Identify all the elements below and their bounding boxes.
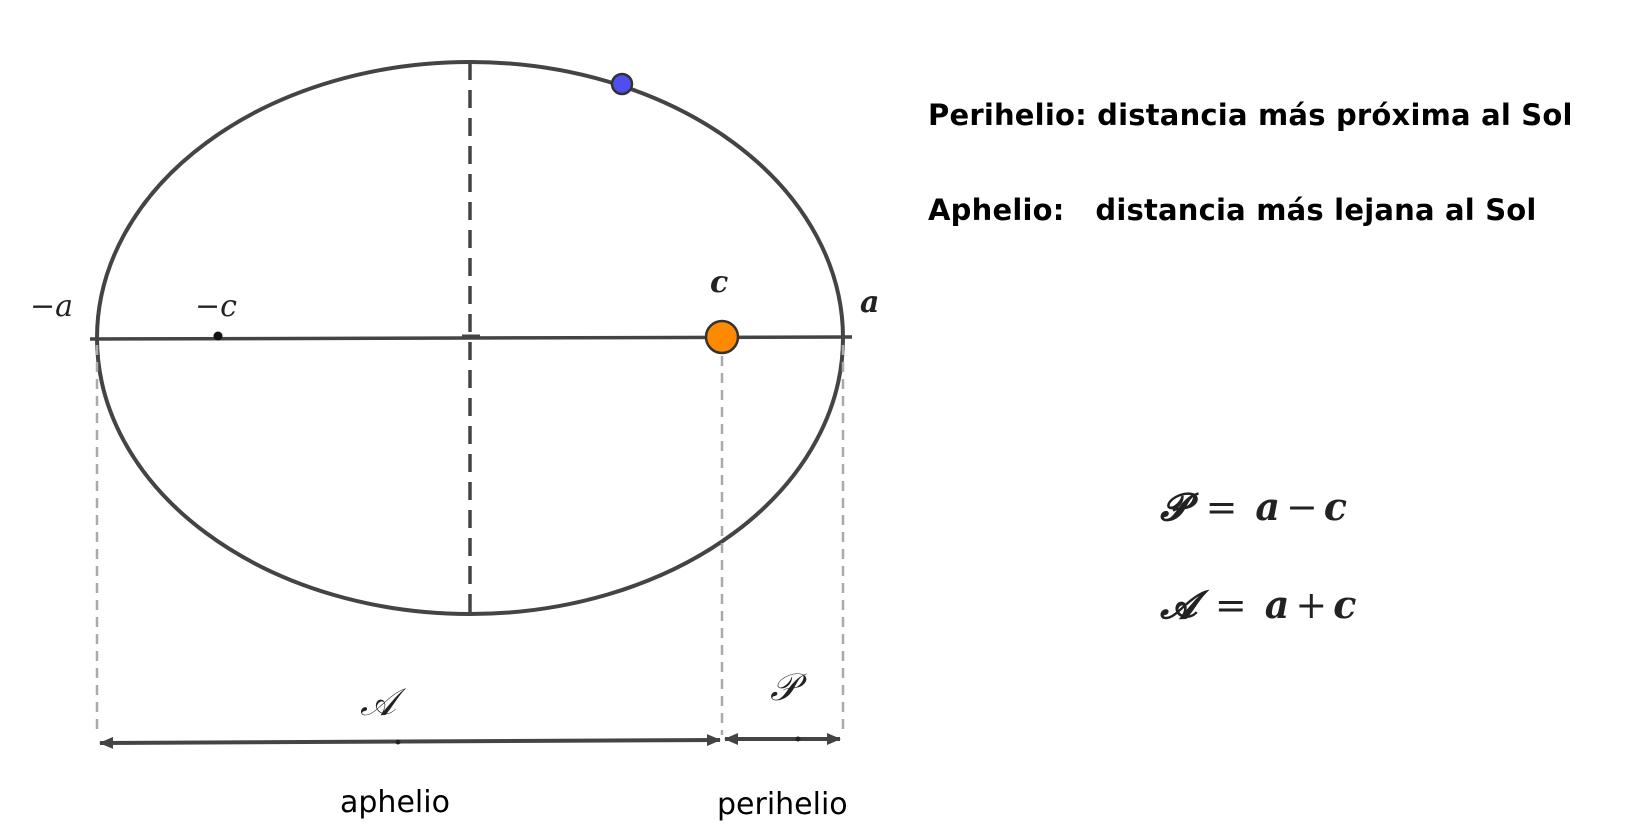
aphelion-formula-equals: = xyxy=(1214,583,1247,627)
perihelio-label: perihelio xyxy=(717,787,848,822)
perihelion-arrow-midpoint xyxy=(795,736,801,742)
aphelion-symbol: 𝒜 xyxy=(360,680,407,724)
label-c: c xyxy=(710,265,728,300)
aphelion-formula-lhs: 𝓐 xyxy=(1160,582,1197,627)
perihelion-formula-lhs: 𝓟 xyxy=(1160,484,1188,529)
aphelion-formula-operator: + xyxy=(1295,583,1328,627)
aphelio-definition: Aphelio: distancia más lejana al Sol xyxy=(928,193,1537,227)
label-neg-c: −c xyxy=(195,289,237,324)
aphelion-arrow xyxy=(99,734,721,749)
focus-neg-c-point xyxy=(213,331,223,341)
perihelion-symbol: 𝒫 xyxy=(770,665,808,709)
aphelion-formula: 𝓐 = a + c xyxy=(1136,538,1356,628)
perihelion-formula: 𝓟 = a − c xyxy=(1136,440,1347,530)
perihelion-formula-operator: − xyxy=(1286,485,1318,529)
aphelion-arrow-midpoint xyxy=(395,739,401,745)
sun-icon xyxy=(704,319,740,355)
perihelion-formula-a: a xyxy=(1255,484,1281,529)
perihelio-definition: Perihelio: distancia más próxima al Sol xyxy=(928,98,1573,132)
aphelion-formula-a: a xyxy=(1264,582,1290,627)
label-a: a xyxy=(860,285,879,320)
aphelion-formula-c: c xyxy=(1333,582,1357,627)
perihelion-formula-c: c xyxy=(1323,484,1348,529)
aphelio-label: aphelio xyxy=(340,785,450,820)
perihelion-formula-equals: = xyxy=(1205,485,1238,529)
planet-icon xyxy=(610,72,634,96)
label-neg-a: −a xyxy=(30,289,73,324)
